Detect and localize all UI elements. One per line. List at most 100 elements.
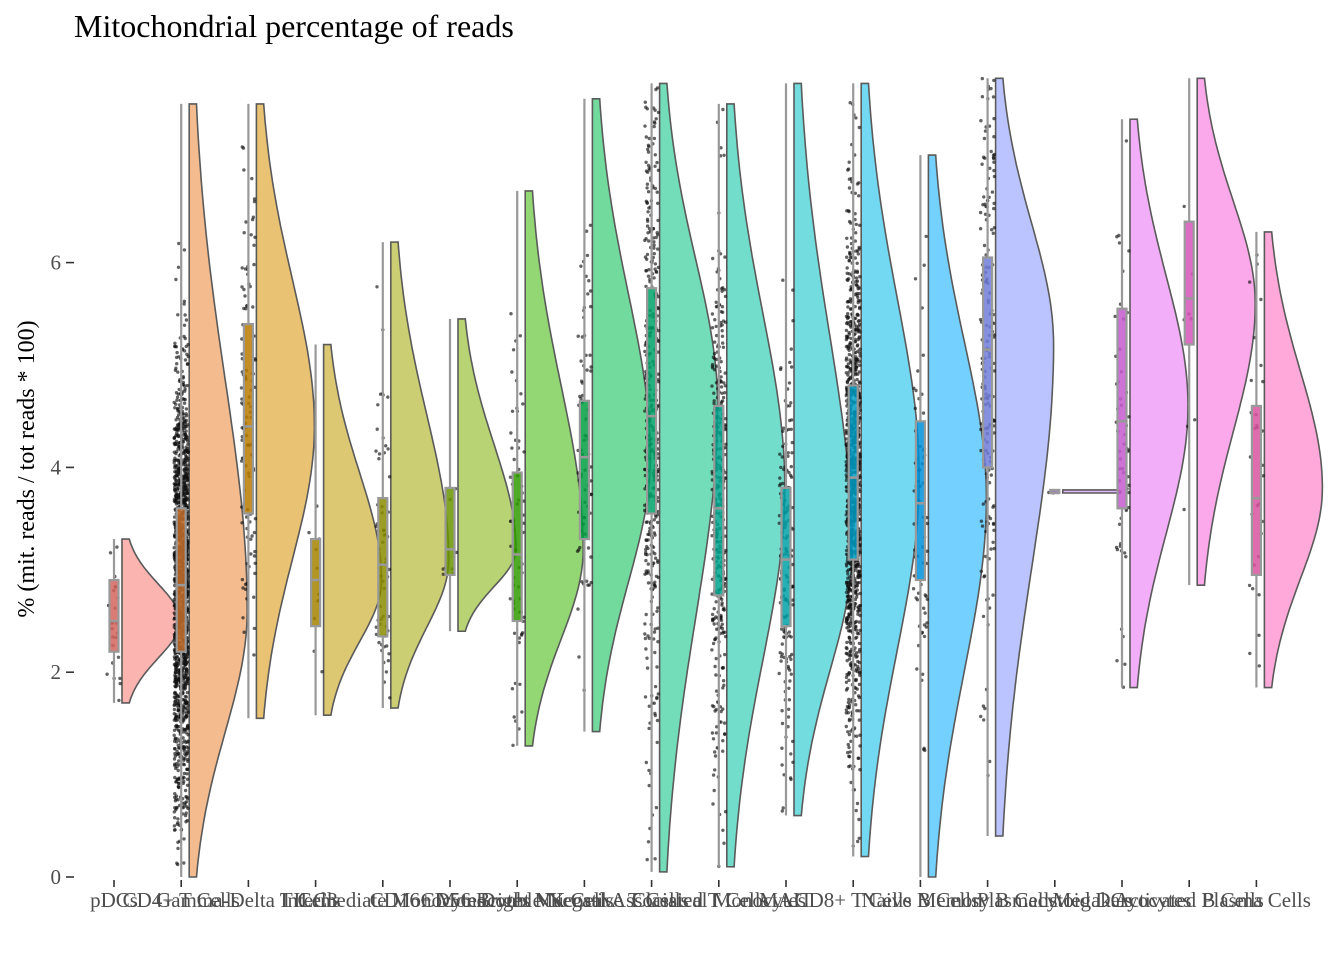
data-point xyxy=(653,164,657,168)
data-point xyxy=(921,353,925,357)
data-point xyxy=(856,349,860,353)
data-point xyxy=(925,521,929,526)
data-point xyxy=(240,337,244,341)
data-point xyxy=(183,502,188,506)
data-point xyxy=(847,671,851,675)
data-point xyxy=(981,502,985,506)
data-point xyxy=(849,617,853,621)
data-point xyxy=(376,403,380,407)
data-point xyxy=(644,647,648,651)
data-point xyxy=(1113,314,1117,319)
data-point xyxy=(579,264,583,268)
data-point xyxy=(173,806,177,810)
data-point xyxy=(845,569,850,573)
data-point xyxy=(789,464,793,469)
data-point xyxy=(1124,555,1128,559)
data-point xyxy=(241,586,245,590)
data-point xyxy=(855,631,860,635)
data-point xyxy=(175,765,179,769)
data-point xyxy=(511,348,516,352)
data-point xyxy=(253,571,257,576)
data-point xyxy=(844,564,849,568)
data-point xyxy=(844,651,848,656)
data-point xyxy=(777,671,781,676)
data-point xyxy=(1117,522,1122,526)
data-point xyxy=(645,252,650,257)
data-point xyxy=(858,542,862,546)
data-point xyxy=(715,725,719,729)
violin-6 xyxy=(457,318,517,633)
data-point xyxy=(186,517,190,521)
data-point xyxy=(240,577,245,582)
data-point xyxy=(846,347,850,351)
data-point xyxy=(846,730,850,734)
data-point xyxy=(173,747,177,751)
data-point xyxy=(1248,651,1252,656)
data-point xyxy=(982,574,987,578)
data-point xyxy=(242,630,246,634)
x-tick-label-2: CD4+ T Cells xyxy=(123,888,240,912)
data-point xyxy=(374,449,378,453)
data-point xyxy=(185,471,189,475)
data-point xyxy=(647,768,651,773)
data-point xyxy=(778,452,782,456)
data-point xyxy=(846,750,850,755)
data-point xyxy=(512,715,516,719)
data-point xyxy=(176,784,180,789)
data-point xyxy=(721,686,725,690)
data-point xyxy=(656,640,660,644)
data-point xyxy=(186,442,190,446)
x-tick-label-5: Intermediate Monocytes xyxy=(280,888,485,912)
data-point xyxy=(185,486,189,491)
data-point xyxy=(778,482,783,486)
data-point xyxy=(844,675,849,680)
data-point xyxy=(712,607,716,611)
data-point xyxy=(856,573,860,578)
data-point xyxy=(979,569,983,573)
data-point xyxy=(848,750,852,754)
data-point xyxy=(512,457,516,462)
data-point xyxy=(855,270,859,275)
data-point xyxy=(853,686,858,690)
data-point xyxy=(844,314,849,319)
data-point xyxy=(858,744,862,748)
data-point xyxy=(853,597,858,602)
data-point xyxy=(777,521,781,525)
data-point xyxy=(186,727,190,731)
data-point xyxy=(186,593,190,597)
data-point xyxy=(454,550,459,555)
data-point xyxy=(925,549,929,553)
data-point xyxy=(509,431,513,435)
data-point xyxy=(172,546,176,550)
data-point xyxy=(723,424,728,428)
data-point xyxy=(856,343,860,347)
data-point xyxy=(848,579,852,583)
data-point xyxy=(646,147,650,152)
data-point xyxy=(855,182,860,186)
data-point xyxy=(182,334,186,339)
data-point xyxy=(847,561,852,565)
data-point xyxy=(713,750,717,754)
data-point xyxy=(844,680,849,684)
violin-3 xyxy=(255,103,316,720)
data-point xyxy=(849,336,853,341)
data-point xyxy=(982,195,986,199)
data-point xyxy=(1115,659,1119,663)
data-point xyxy=(1259,297,1263,302)
data-point xyxy=(182,323,187,327)
data-point xyxy=(992,431,996,435)
data-point xyxy=(577,655,581,659)
data-point xyxy=(719,709,723,714)
data-point xyxy=(924,234,928,239)
data-point xyxy=(253,517,258,521)
data-point xyxy=(923,593,927,597)
data-point xyxy=(857,667,861,671)
data-point xyxy=(989,547,993,551)
data-point xyxy=(253,235,257,239)
data-point xyxy=(181,433,186,437)
data-point xyxy=(847,678,851,682)
data-point xyxy=(992,135,996,139)
data-point xyxy=(981,614,986,619)
data-point xyxy=(913,406,917,411)
data-point xyxy=(857,709,861,713)
